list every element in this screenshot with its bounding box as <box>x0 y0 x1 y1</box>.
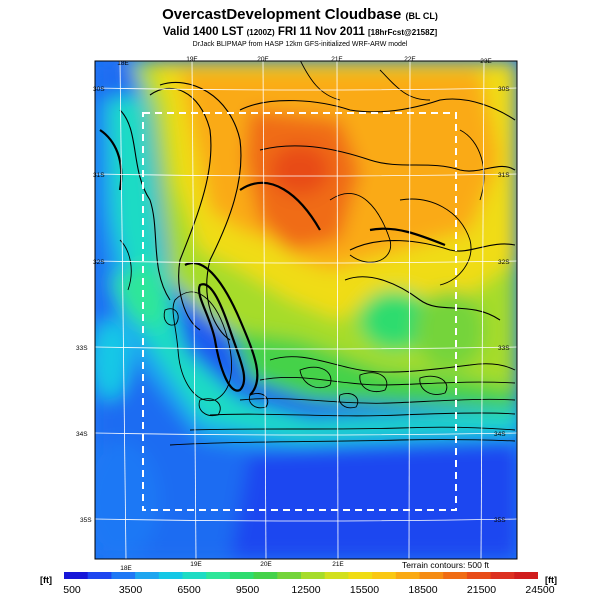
lat-label-right: 32S <box>498 259 510 266</box>
colorbar-swatch <box>158 572 183 579</box>
lon-label-bottom: 19E <box>190 561 202 568</box>
lon-label-top: 20E <box>257 56 269 63</box>
colorbar-tick-label: 500 <box>63 584 81 596</box>
lat-label-right: 34S <box>494 431 506 438</box>
colorbar-unit-right: [ft] <box>545 575 557 585</box>
lon-label-top: 23E <box>480 58 492 65</box>
lat-lon-grid <box>95 61 517 559</box>
colorbar-swatch <box>490 572 515 579</box>
map-title-main: OvercastDevelopment Cloudbase <box>162 6 402 23</box>
colorbar-swatch <box>324 572 349 579</box>
valid-utc: (1200Z) <box>246 28 275 37</box>
model-source: DrJack BLIPMAP from HASP 12km GFS-initia… <box>192 41 408 48</box>
terrain-contour-note: Terrain contours: 500 ft <box>402 560 489 570</box>
lat-label-left: 34S <box>76 431 88 438</box>
colorbar-swatch <box>466 572 492 579</box>
valid-time: Valid 1400 LST <box>162 26 244 38</box>
colorbar-swatch <box>419 572 444 579</box>
inner-domain-box <box>142 112 457 511</box>
colorbar-tick-label: 21500 <box>466 584 497 596</box>
colorbar-swatch <box>206 572 231 579</box>
colorbar-tick-label: 6500 <box>177 584 201 596</box>
colorbar-tick-label: 15500 <box>349 584 380 596</box>
map-title-suffix: (BL CL) <box>405 11 438 21</box>
colorbar-swatch <box>443 572 468 579</box>
lat-label-left: 33S <box>76 345 88 352</box>
colorbar-swatch <box>229 572 255 579</box>
colorbar-tick-label: 9500 <box>235 584 260 596</box>
colorbar-tick-label: 18500 <box>408 584 438 596</box>
colorbar-swatch <box>277 572 302 579</box>
map-frame <box>94 60 518 560</box>
colorbar-swatch <box>514 572 538 579</box>
lon-label-bottom: 20E <box>260 561 272 568</box>
valid-time-line: Valid 1400 LST (1200Z) FRI 11 Nov 2011 [… <box>0 25 600 40</box>
colorbar-swatch <box>372 572 397 579</box>
colorbar <box>64 572 538 579</box>
colorbar-swatch <box>111 572 136 579</box>
valid-date: FRI 11 Nov 2011 <box>277 26 365 38</box>
map-title: OvercastDevelopment Cloudbase (BL CL) <box>0 6 600 25</box>
lon-label-top: 18E <box>117 60 129 67</box>
lat-label-left: 35S <box>80 517 92 524</box>
colorbar-swatch <box>348 572 373 579</box>
terrain-contours <box>119 81 516 341</box>
lat-label-right: 33S <box>498 345 510 352</box>
colorbar-swatch <box>135 572 160 579</box>
colorbar-tick-label: 24500 <box>525 584 555 596</box>
lon-label-bottom: 21E <box>332 561 344 568</box>
lat-label-left: 31S <box>93 172 105 179</box>
colorbar-tick-label: 3500 <box>118 584 143 596</box>
colorbar-swatch <box>182 572 207 579</box>
forecast-info: [18hrFcst@2158Z] <box>367 28 438 37</box>
colorbar-tick-label: 12500 <box>291 584 321 596</box>
colorbar-swatch <box>395 572 420 579</box>
colorbar-swatch <box>301 572 326 579</box>
colorbar-swatch <box>64 572 89 579</box>
lon-label-top: 19E <box>186 56 198 63</box>
lon-label-top: 22E <box>404 56 416 63</box>
lat-label-left: 32S <box>93 259 105 266</box>
lat-label-left: 30S <box>93 86 105 93</box>
lon-label-bottom: 18E <box>120 565 132 572</box>
colorbar-swatch <box>87 572 112 579</box>
cloudbase-field <box>95 61 517 559</box>
lat-label-right: 30S <box>498 86 510 93</box>
lon-label-top: 21E <box>331 56 343 63</box>
lat-label-right: 35S <box>494 517 506 524</box>
colorbar-unit-left: [ft] <box>40 575 52 585</box>
colorbar-swatch <box>253 572 278 579</box>
lat-label-right: 31S <box>498 172 510 179</box>
